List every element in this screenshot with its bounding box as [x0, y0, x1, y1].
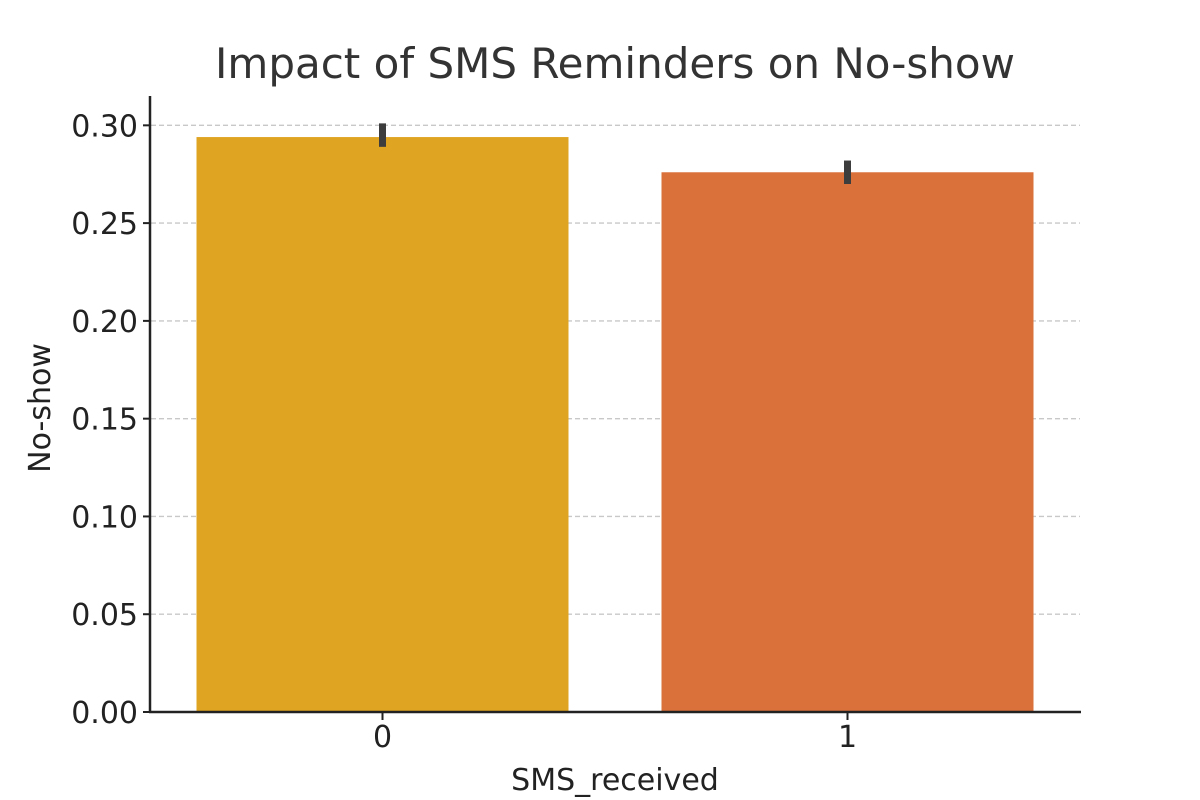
chart-title: Impact of SMS Reminders on No-show	[215, 39, 1015, 88]
y-tick-label: 0.30	[71, 109, 138, 144]
y-tick-label: 0.05	[71, 598, 138, 633]
bar	[196, 137, 569, 713]
y-axis-label: No-show	[23, 343, 58, 473]
y-tick-label: 0.15	[71, 403, 138, 438]
error-bars	[379, 123, 851, 184]
axes	[148, 96, 1081, 714]
y-tick-label: 0.00	[71, 696, 138, 731]
y-tick-label: 0.10	[71, 500, 138, 535]
y-ticks: 0.00 0.05 0.10 0.15 0.20 0.25 0.30	[71, 109, 150, 731]
x-tick-label: 0	[373, 720, 392, 755]
bars	[196, 137, 1034, 713]
bar	[661, 172, 1034, 712]
y-tick-label: 0.25	[71, 207, 138, 242]
x-tick-label: 1	[838, 720, 857, 755]
x-axis-label: SMS_received	[511, 763, 719, 798]
y-tick-label: 0.20	[71, 305, 138, 340]
